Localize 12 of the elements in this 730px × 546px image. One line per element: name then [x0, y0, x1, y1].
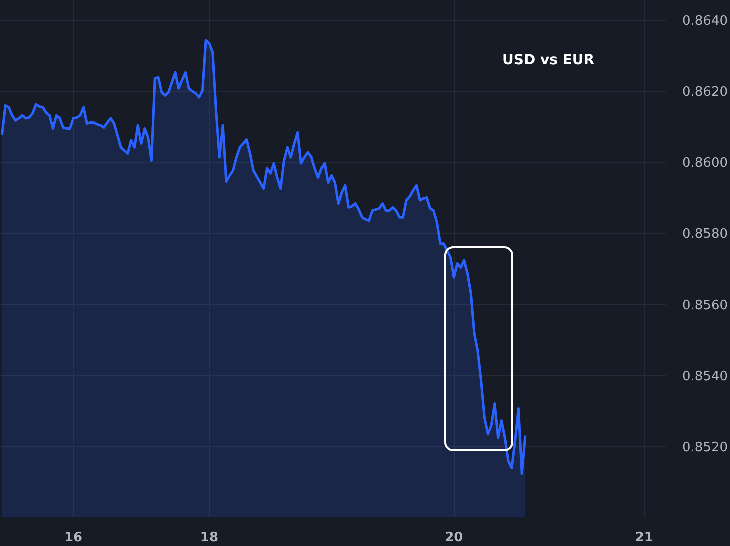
x-tick-label: 18 — [200, 530, 219, 546]
y-tick-label: 0.8540 — [682, 369, 728, 384]
y-tick-label: 0.8560 — [682, 298, 728, 314]
y-tick-label: 0.8600 — [682, 156, 728, 172]
x-tick-label: 20 — [445, 530, 464, 546]
text: USD vs EUR — [502, 52, 595, 68]
x-tick-label: 21 — [635, 530, 654, 546]
y-tick-label: 0.8620 — [682, 85, 728, 100]
x-tick-label: 16 — [64, 530, 83, 546]
y-tick-label: 0.8640 — [682, 14, 728, 30]
y-tick-label: 0.8520 — [682, 440, 728, 456]
y-tick-label: 0.8580 — [682, 227, 728, 242]
